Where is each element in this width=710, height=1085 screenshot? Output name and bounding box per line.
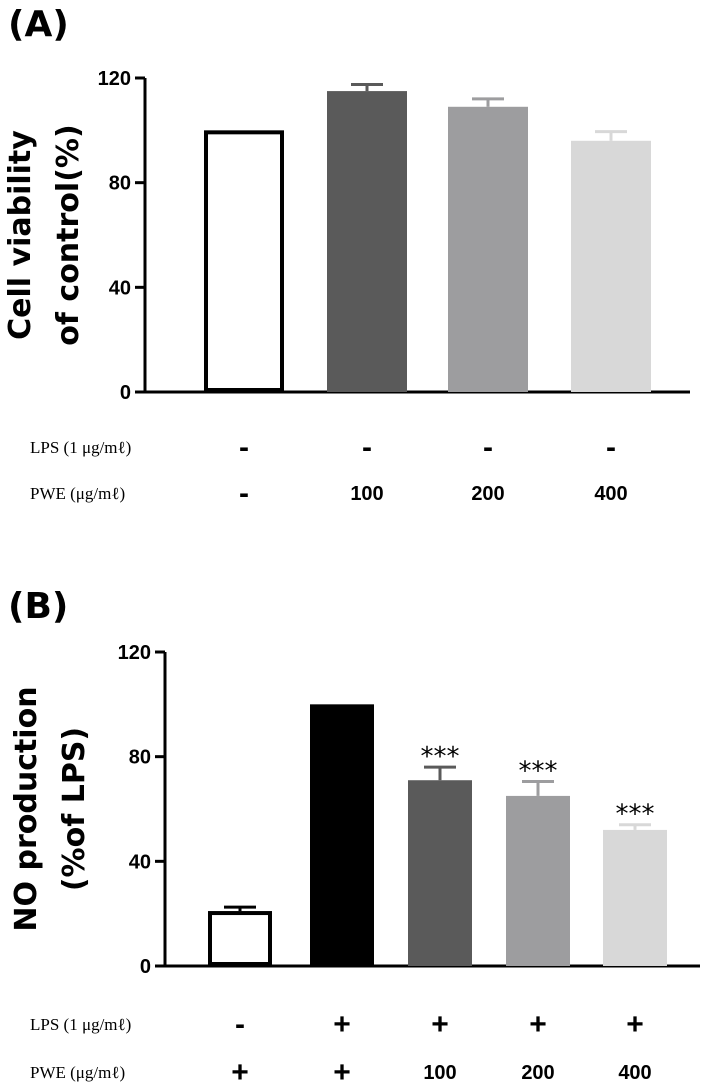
bar-a-0 [204,130,284,392]
row-label-a-0: LPS (1 μg/mℓ) [30,438,131,457]
bar-a-3 [571,140,651,392]
y-tick-label-a-120: 120 [98,68,131,90]
y-tick-label-a-80: 80 [109,173,131,195]
bar-b-2 [408,780,472,966]
y-tick-label-a-40: 40 [109,277,131,299]
significance-b-4: *** [616,800,655,830]
row-value-b-0-3: + [529,1008,547,1041]
y-axis-label-a-line-1: of control(%) [51,124,86,345]
y-tick-label-b-40: 40 [129,851,151,873]
y-tick-label-b-0: 0 [140,956,151,978]
error-bar-b-0 [224,905,256,912]
y-axis-label-b-line-1: (%of LPS) [57,727,92,891]
error-bar-a-2 [472,97,504,107]
row-value-a-1-0: - [239,477,249,510]
y-tick-label-a-0: 0 [120,382,131,404]
significance-b-2: *** [421,742,460,772]
panel-label-a: (A) [8,4,69,45]
bar-a-2 [448,106,528,393]
row-value-b-0-1: + [333,1008,351,1041]
y-tick-label-b-80: 80 [129,747,151,769]
error-bar-b-3 [522,780,554,796]
row-label-b-0: LPS (1 μg/mℓ) [30,1015,131,1034]
row-value-b-1-3: 200 [521,1062,554,1084]
bar-b-4 [603,829,667,966]
row-value-b-1-0: + [231,1056,249,1085]
row-value-a-1-3: 400 [594,483,627,505]
row-value-a-0-2: - [483,431,493,464]
row-value-b-0-2: + [431,1008,449,1041]
row-value-b-1-2: 100 [423,1062,456,1084]
error-bar-b-2 [424,765,456,781]
error-bar-a-3 [595,130,627,141]
significance-b-3: *** [519,757,558,787]
row-value-b-0-4: + [626,1008,644,1041]
row-value-b-0-0: - [235,1008,245,1041]
row-value-a-0-0: - [239,431,249,464]
row-value-a-0-3: - [606,431,616,464]
row-value-b-1-4: 400 [618,1062,651,1084]
y-tick-label-b-120: 120 [118,642,151,664]
row-value-a-0-1: - [362,431,372,464]
y-axis-label-a-line-0: Cell viability [3,130,38,340]
row-value-b-1-1: + [333,1056,351,1085]
row-value-a-1-1: 100 [350,483,383,505]
row-label-b-1: PWE (μg/mℓ) [30,1063,125,1082]
bar-b-0 [208,911,272,966]
row-value-a-1-2: 200 [471,483,504,505]
error-bar-b-4 [619,823,651,830]
panel-a: (A) Cell viability of control(%) 0 40 80 120 LP… [3,4,690,510]
bar-b-1 [310,704,374,966]
bar-b-3 [506,795,570,966]
y-axis-label-b-line-0: NO production [9,686,44,931]
row-label-a-1: PWE (μg/mℓ) [30,484,125,503]
panel-b: (B) NO production (%of LPS) 0 40 80 120 *** *** *… [8,586,700,1085]
panel-label-b: (B) [8,586,68,627]
error-bar-a-1 [351,83,383,92]
bar-a-1 [327,91,407,392]
